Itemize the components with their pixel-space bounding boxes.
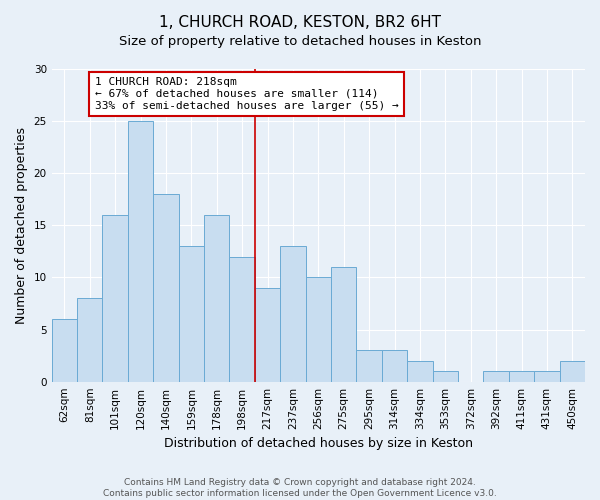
Bar [280, 246, 305, 382]
Text: 1 CHURCH ROAD: 218sqm
← 67% of detached houses are smaller (114)
33% of semi-det: 1 CHURCH ROAD: 218sqm ← 67% of detached … [95, 78, 398, 110]
Bar [305, 278, 331, 382]
X-axis label: Distribution of detached houses by size in Keston: Distribution of detached houses by size … [164, 437, 473, 450]
Bar [77, 298, 103, 382]
Bar [331, 267, 356, 382]
Bar [179, 246, 204, 382]
Bar [509, 372, 534, 382]
Bar [356, 350, 382, 382]
Text: Contains HM Land Registry data © Crown copyright and database right 2024.
Contai: Contains HM Land Registry data © Crown c… [103, 478, 497, 498]
Bar [204, 215, 229, 382]
Text: Size of property relative to detached houses in Keston: Size of property relative to detached ho… [119, 35, 481, 48]
Bar [229, 256, 255, 382]
Bar [382, 350, 407, 382]
Bar [484, 372, 509, 382]
Bar [407, 361, 433, 382]
Bar [128, 121, 153, 382]
Y-axis label: Number of detached properties: Number of detached properties [15, 127, 28, 324]
Bar [560, 361, 585, 382]
Bar [52, 319, 77, 382]
Bar [534, 372, 560, 382]
Bar [103, 215, 128, 382]
Text: 1, CHURCH ROAD, KESTON, BR2 6HT: 1, CHURCH ROAD, KESTON, BR2 6HT [159, 15, 441, 30]
Bar [153, 194, 179, 382]
Bar [433, 372, 458, 382]
Bar [255, 288, 280, 382]
